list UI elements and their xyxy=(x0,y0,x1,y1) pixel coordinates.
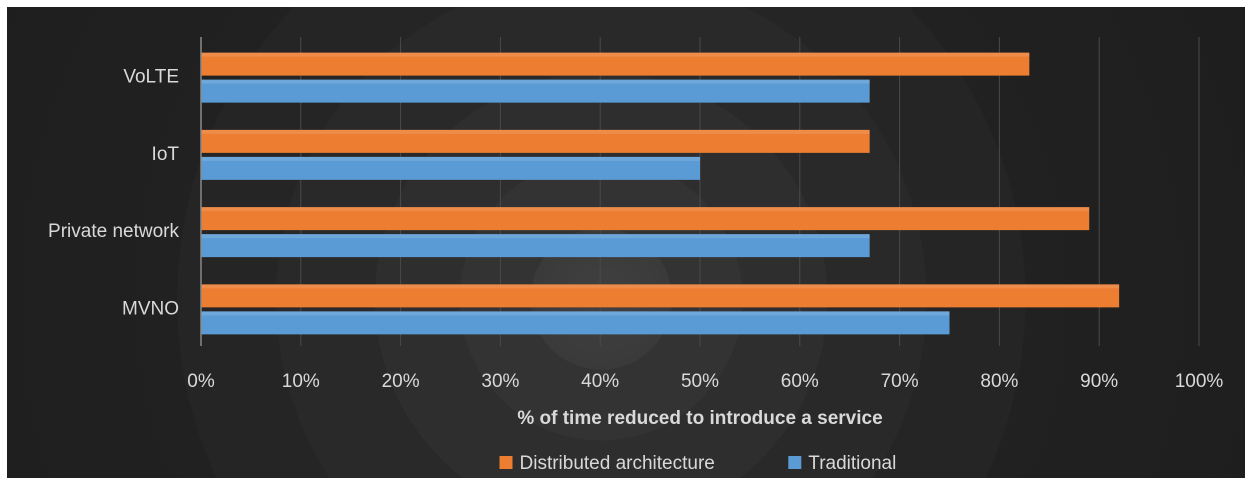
legend-swatch xyxy=(499,456,513,469)
bar-distributed-architecture xyxy=(201,284,1120,308)
x-tick-label: 10% xyxy=(282,371,320,392)
bar-traditional xyxy=(201,79,870,103)
bar-chart: VoLTE IoT Private network MVNO 0% 10% 20% 30% 4… xyxy=(48,37,1223,474)
legend-label: Traditional xyxy=(808,453,896,474)
bar-traditional xyxy=(201,156,700,180)
x-tick-label: 50% xyxy=(681,371,719,392)
x-axis-title: % of time reduced to introduce a service xyxy=(517,408,882,429)
bar-highlight xyxy=(201,156,700,161)
bar-highlight xyxy=(201,52,1030,57)
bar-highlight xyxy=(201,234,870,239)
bar-highlight xyxy=(201,284,1120,289)
x-tick-label: 0% xyxy=(187,371,215,392)
bars xyxy=(201,52,1120,335)
x-tick-label: 70% xyxy=(881,371,919,392)
category-label: VoLTE xyxy=(123,67,179,88)
x-tick-label: 20% xyxy=(382,371,420,392)
legend: Distributed architecture Traditional xyxy=(499,453,896,474)
x-tick-labels: 0% 10% 20% 30% 40% 50% 60% 70% 80% 90% 100% xyxy=(187,371,1223,392)
category-labels: VoLTE IoT Private network MVNO xyxy=(48,67,179,320)
bar-distributed-architecture xyxy=(201,52,1030,76)
x-tick-label: 30% xyxy=(481,371,519,392)
category-label: MVNO xyxy=(122,298,179,319)
legend-swatch xyxy=(788,456,802,469)
bar-highlight xyxy=(201,207,1090,212)
bar-highlight xyxy=(201,129,870,134)
bar-traditional xyxy=(201,311,950,335)
chart-area: VoLTE IoT Private network MVNO 0% 10% 20% 30% 4… xyxy=(7,7,1245,478)
x-tick-label: 40% xyxy=(581,371,619,392)
x-tick-label: 80% xyxy=(980,371,1018,392)
bar-distributed-architecture xyxy=(201,129,870,153)
category-label: Private network xyxy=(48,221,179,242)
bar-traditional xyxy=(201,234,870,258)
bar-distributed-architecture xyxy=(201,207,1090,231)
x-tick-label: 90% xyxy=(1080,371,1118,392)
bar-highlight xyxy=(201,79,870,84)
legend-label: Distributed architecture xyxy=(520,453,715,474)
x-tick-label: 100% xyxy=(1175,371,1224,392)
x-tick-label: 60% xyxy=(781,371,819,392)
category-label: IoT xyxy=(152,144,180,165)
bar-highlight xyxy=(201,311,950,316)
